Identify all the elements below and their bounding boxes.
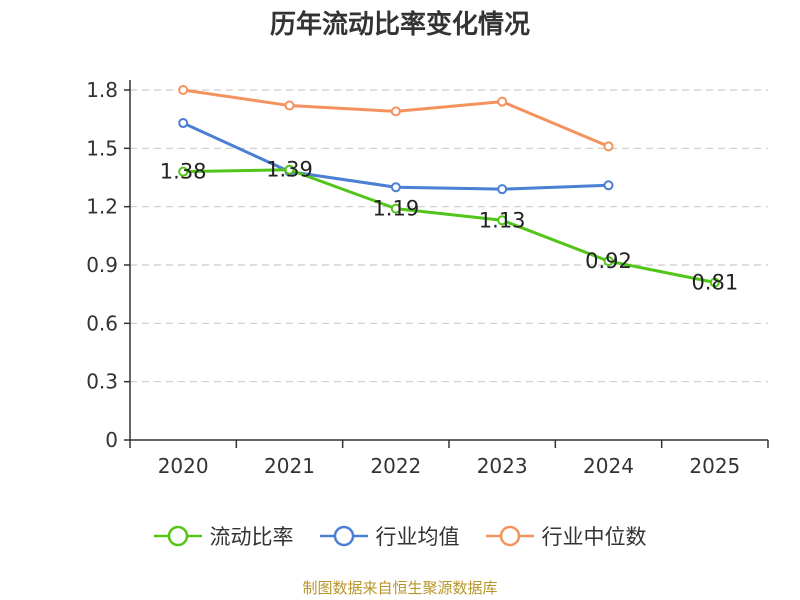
x-tick-label: 2021 xyxy=(264,454,315,478)
data-point xyxy=(284,100,295,111)
y-tick-label: 0 xyxy=(105,428,118,452)
data-label: 0.92 xyxy=(585,249,632,273)
data-point xyxy=(603,256,614,267)
y-tick-label: 1.5 xyxy=(86,136,118,160)
series-lines xyxy=(178,85,720,288)
y-tick-label: 1.2 xyxy=(86,195,118,219)
data-point xyxy=(709,277,720,288)
data-point xyxy=(178,166,189,177)
legend-item-current-ratio[interactable]: 流动比率 xyxy=(153,521,294,551)
data-point xyxy=(497,215,508,226)
legend-label: 行业均值 xyxy=(375,525,460,549)
data-label: 1.19 xyxy=(372,197,419,221)
data-label: 1.38 xyxy=(160,160,207,184)
y-tick-label: 0.6 xyxy=(86,311,118,335)
series-line-2 xyxy=(182,88,610,148)
data-point xyxy=(603,180,614,191)
legend-swatch-industry-median-icon xyxy=(485,525,534,547)
data-label: 0.81 xyxy=(691,271,738,295)
data-point xyxy=(390,203,401,214)
legend-swatch-current-ratio-icon xyxy=(153,525,202,547)
x-tick-label: 2023 xyxy=(477,454,528,478)
data-label: 1.13 xyxy=(479,208,526,232)
data-point xyxy=(178,85,189,95)
data-point xyxy=(284,164,295,175)
data-point xyxy=(603,141,614,152)
y-tick-label: 0.9 xyxy=(86,253,118,277)
source-note: 制图数据来自恒生聚源数据库 xyxy=(302,579,498,597)
series-line-0 xyxy=(183,168,716,284)
legend-label: 流动比率 xyxy=(209,525,294,549)
legend: 流动比率 行业均值 行业中位数 xyxy=(0,518,800,554)
data-point xyxy=(390,106,401,117)
x-tick-label: 2024 xyxy=(583,454,634,478)
data-point xyxy=(497,96,508,107)
grid-lines xyxy=(130,89,768,383)
legend-item-industry-median[interactable]: 行业中位数 xyxy=(485,521,647,551)
x-tick-label: 2020 xyxy=(158,454,209,478)
series-line-1 xyxy=(182,121,609,191)
data-point xyxy=(390,182,401,193)
legend-label: 行业中位数 xyxy=(541,525,647,549)
data-point xyxy=(178,118,189,129)
x-tick-label: 2025 xyxy=(689,454,740,478)
x-tick-label: 2022 xyxy=(370,454,421,478)
legend-item-industry-mean[interactable]: 行业均值 xyxy=(319,521,460,551)
data-point xyxy=(497,184,508,195)
y-tick-label: 1.8 xyxy=(86,78,118,102)
y-tick-label: 0.3 xyxy=(86,370,118,394)
data-labels: 1.38 1.39 1.19 1.13 0.92 0.81 xyxy=(160,158,738,295)
legend-swatch-industry-mean-icon xyxy=(319,525,368,547)
chart-title: 历年流动比率变化情况 xyxy=(269,10,530,40)
axes: 0 0.3 0.6 0.9 1.2 1.5 1.8 2020 2021 2022 2023 2024 2… xyxy=(86,78,769,478)
data-label: 1.39 xyxy=(266,158,313,182)
